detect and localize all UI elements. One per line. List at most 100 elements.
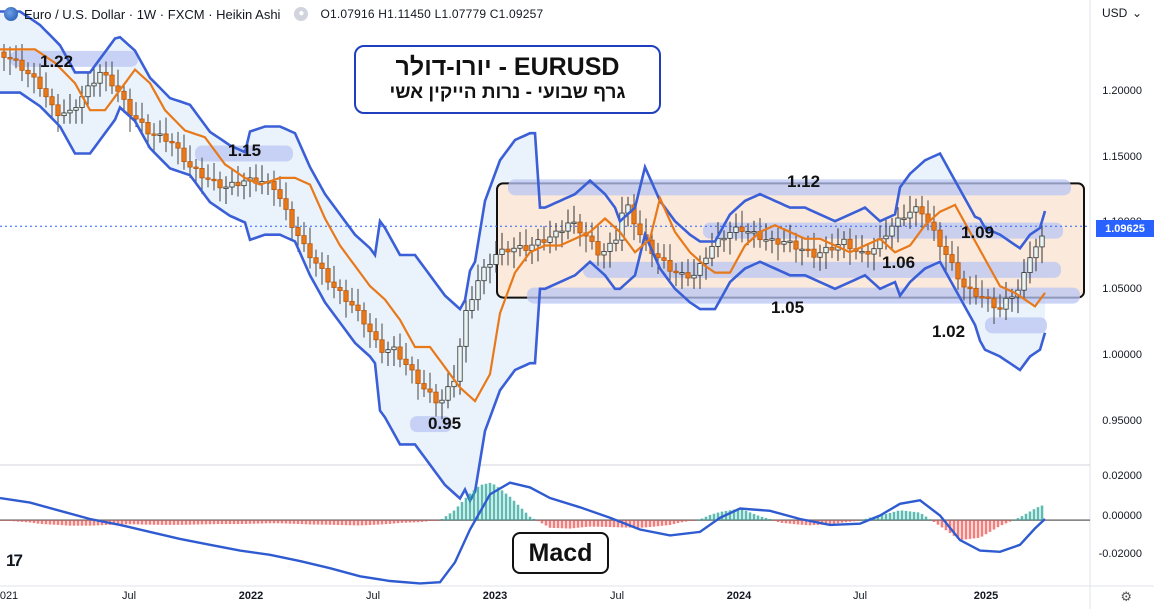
macd-histogram-bar bbox=[896, 510, 900, 521]
candle bbox=[361, 310, 367, 325]
price-tick: 0.95000 bbox=[1102, 415, 1142, 427]
candle bbox=[769, 238, 775, 241]
candle bbox=[175, 142, 181, 149]
visibility-icon[interactable]: ● bbox=[294, 7, 309, 21]
macd-histogram-bar bbox=[772, 520, 776, 521]
macd-histogram-bar bbox=[204, 520, 208, 525]
candle bbox=[967, 286, 973, 289]
macd-histogram-bar bbox=[712, 513, 716, 521]
candle bbox=[865, 250, 871, 255]
candle bbox=[955, 262, 961, 280]
macd-line bbox=[0, 481, 1046, 585]
macd-histogram-bar bbox=[240, 520, 244, 525]
macd-histogram-bar bbox=[212, 520, 216, 525]
candle bbox=[781, 241, 787, 245]
macd-histogram-bar bbox=[352, 520, 356, 526]
candle bbox=[487, 264, 493, 268]
macd-histogram-bar bbox=[336, 520, 340, 525]
macd-histogram-bar bbox=[952, 520, 956, 536]
candle bbox=[739, 226, 745, 232]
settings-icon[interactable]: ⚙ bbox=[1120, 589, 1132, 604]
macd-histogram-bar bbox=[960, 520, 964, 540]
tradingview-logo[interactable]: 17 bbox=[6, 551, 23, 570]
candle bbox=[763, 239, 769, 242]
time-tick: Jul bbox=[365, 590, 381, 602]
macd-histogram-bar bbox=[516, 504, 520, 521]
candle bbox=[49, 96, 55, 106]
candle bbox=[187, 161, 193, 168]
candle bbox=[31, 73, 37, 78]
macd-histogram-bar bbox=[372, 520, 376, 525]
time-tick: 2024 bbox=[726, 590, 752, 602]
candle bbox=[841, 238, 847, 246]
macd-histogram-bar bbox=[664, 520, 668, 526]
candle bbox=[289, 209, 295, 228]
macd-histogram-bar bbox=[524, 512, 528, 521]
macd-histogram-bar bbox=[656, 520, 660, 527]
macd-histogram-bar bbox=[112, 520, 116, 525]
macd-histogram-bar bbox=[164, 520, 168, 525]
macd-histogram-bar bbox=[364, 520, 368, 526]
macd-histogram-bar bbox=[168, 520, 172, 525]
level-label-1-15: 1.15 bbox=[228, 141, 262, 160]
macd-histogram-bar bbox=[432, 520, 436, 521]
macd-histogram-bar bbox=[208, 520, 212, 525]
macd-histogram-bar bbox=[828, 520, 832, 525]
macd-histogram-bar bbox=[32, 520, 36, 524]
macd-histogram-bar bbox=[456, 506, 460, 521]
candle bbox=[859, 250, 865, 254]
candle bbox=[523, 245, 529, 251]
macd-histogram-bar bbox=[916, 512, 920, 521]
candle bbox=[547, 236, 553, 243]
macd-histogram-bar bbox=[320, 520, 324, 525]
candle bbox=[571, 221, 577, 224]
candle bbox=[889, 225, 895, 237]
macd-histogram-bar bbox=[72, 520, 76, 526]
candle bbox=[973, 287, 979, 297]
macd-histogram-bar bbox=[20, 520, 24, 522]
macd-histogram-bar bbox=[500, 490, 504, 521]
macd-histogram-bar bbox=[160, 520, 164, 525]
level-label-1-02: 1.02 bbox=[932, 322, 966, 341]
level-label-1-05: 1.05 bbox=[771, 298, 805, 317]
macd-histogram-bar bbox=[632, 520, 636, 528]
currency-selector[interactable]: USD ⌄ bbox=[1098, 2, 1146, 24]
candle bbox=[163, 133, 169, 142]
macd-histogram-bar bbox=[340, 520, 344, 526]
candle bbox=[127, 99, 133, 117]
candle bbox=[181, 147, 187, 163]
candle bbox=[403, 358, 409, 365]
macd-histogram-bar bbox=[156, 520, 160, 525]
macd-histogram-bar bbox=[836, 520, 840, 524]
macd-histogram-bar bbox=[940, 520, 944, 528]
candle bbox=[553, 230, 559, 238]
macd-histogram-bar bbox=[316, 520, 320, 525]
candle bbox=[391, 346, 397, 351]
candle bbox=[895, 217, 901, 227]
macd-histogram-bar bbox=[36, 520, 40, 524]
candle bbox=[355, 304, 361, 311]
macd-histogram-bar bbox=[676, 520, 680, 524]
macd-histogram-bar bbox=[732, 509, 736, 521]
macd-histogram-bar bbox=[520, 508, 524, 521]
chevron-down-icon: ⌄ bbox=[1131, 6, 1142, 20]
macd-label: Macd bbox=[528, 538, 593, 567]
macd-histogram-bar bbox=[256, 520, 260, 524]
annotation-title: EURUSD - יורו-דולר bbox=[395, 53, 620, 81]
macd-histogram-bar bbox=[184, 520, 188, 525]
macd-histogram-bar bbox=[528, 516, 532, 521]
macd-histogram-bar bbox=[172, 520, 176, 525]
macd-histogram-bar bbox=[648, 520, 652, 528]
macd-histogram-bar bbox=[804, 520, 808, 526]
candle bbox=[937, 229, 943, 247]
time-tick: 021 bbox=[0, 590, 19, 602]
candle bbox=[439, 399, 445, 404]
macd-histogram-bar bbox=[984, 520, 988, 535]
candle bbox=[313, 257, 319, 264]
macd-histogram-bar bbox=[48, 520, 52, 525]
candle bbox=[691, 274, 697, 279]
candle bbox=[421, 383, 427, 390]
candle bbox=[157, 133, 163, 136]
instrument-title[interactable]: Euro / U.S. Dollar · 1W · FXCM · Heikin … bbox=[24, 6, 281, 22]
